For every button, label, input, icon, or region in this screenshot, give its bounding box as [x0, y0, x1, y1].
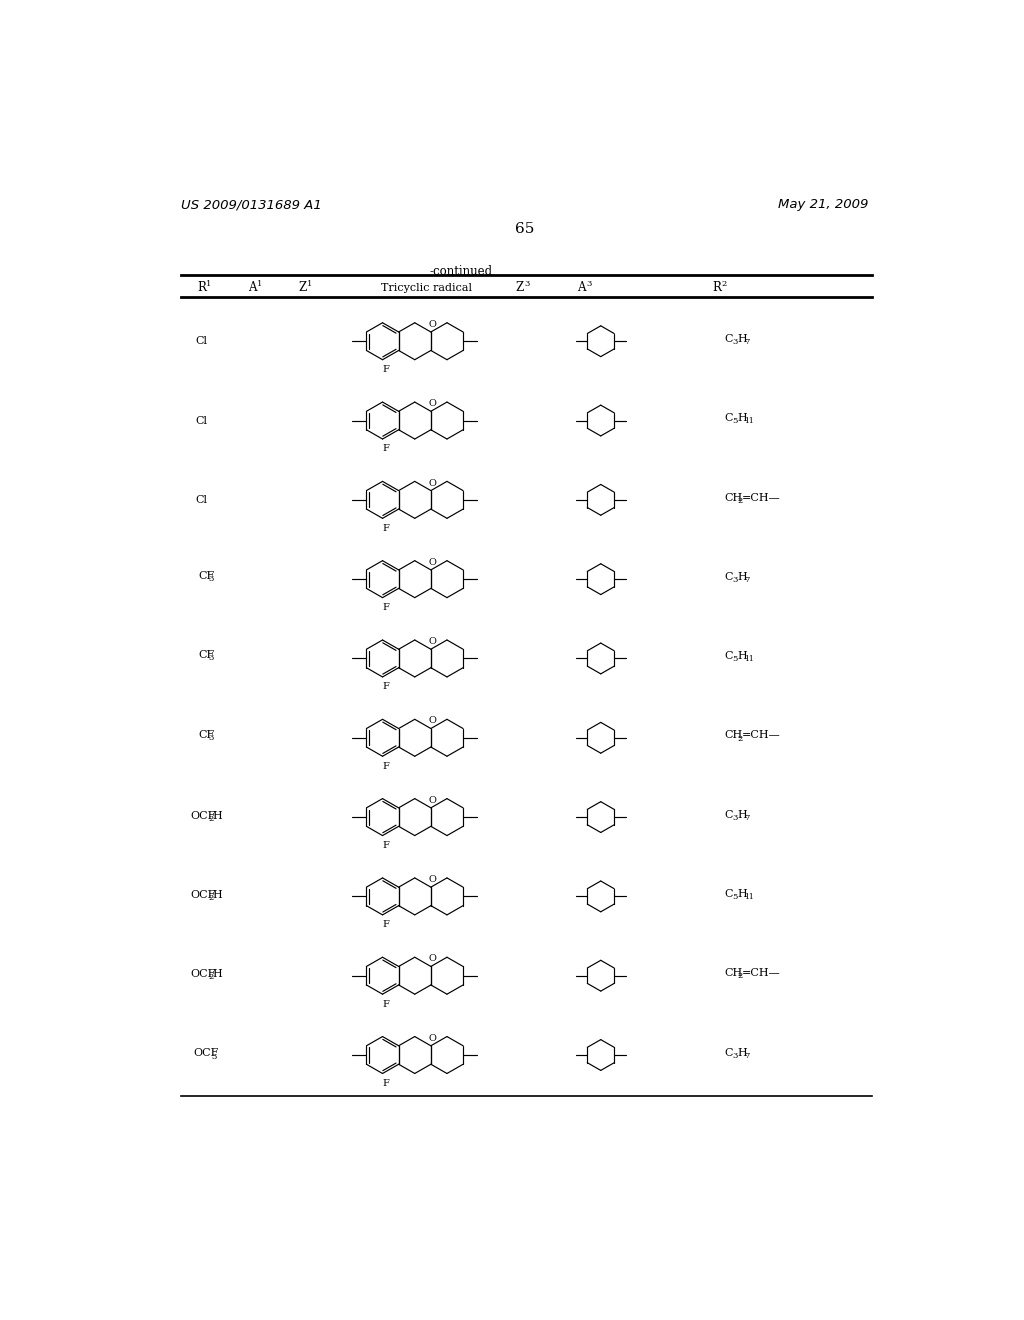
Text: 2: 2: [209, 973, 214, 981]
Text: 3: 3: [211, 1052, 216, 1060]
Text: OCF: OCF: [190, 810, 216, 821]
Text: O: O: [428, 319, 436, 329]
Text: 7: 7: [744, 814, 750, 822]
Text: 3: 3: [209, 734, 214, 742]
Text: R: R: [198, 281, 206, 294]
Text: 3: 3: [586, 280, 592, 288]
Text: OCF: OCF: [190, 890, 216, 900]
Text: CF: CF: [199, 651, 215, 660]
Text: F: F: [382, 524, 389, 533]
Text: H: H: [737, 413, 746, 424]
Text: 3: 3: [209, 576, 214, 583]
Text: 5: 5: [732, 894, 738, 902]
Text: O: O: [428, 399, 436, 408]
Text: F: F: [382, 603, 389, 612]
Text: O: O: [428, 1034, 436, 1043]
Text: A: A: [248, 281, 256, 294]
Text: 2: 2: [209, 894, 214, 902]
Text: C: C: [724, 809, 732, 820]
Text: A: A: [578, 281, 586, 294]
Text: 7: 7: [744, 338, 750, 346]
Text: F: F: [382, 762, 389, 771]
Text: 7: 7: [744, 576, 750, 583]
Text: F: F: [382, 1078, 389, 1088]
Text: H: H: [737, 1048, 746, 1057]
Text: Z: Z: [515, 281, 523, 294]
Text: F: F: [382, 366, 389, 374]
Text: 1: 1: [307, 280, 312, 288]
Text: 1: 1: [206, 280, 212, 288]
Text: H: H: [737, 890, 746, 899]
Text: H: H: [212, 810, 222, 821]
Text: =CH—: =CH—: [741, 492, 780, 503]
Text: O: O: [428, 875, 436, 884]
Text: H: H: [737, 809, 746, 820]
Text: 3: 3: [209, 655, 214, 663]
Text: 3: 3: [732, 576, 738, 583]
Text: 2: 2: [722, 280, 727, 288]
Text: H: H: [212, 890, 222, 900]
Text: O: O: [428, 479, 436, 487]
Text: O: O: [428, 954, 436, 964]
Text: -continued: -continued: [430, 264, 493, 277]
Text: 2: 2: [209, 814, 214, 822]
Text: C: C: [724, 413, 732, 424]
Text: May 21, 2009: May 21, 2009: [778, 198, 868, 211]
Text: C: C: [724, 334, 732, 345]
Text: 11: 11: [744, 417, 754, 425]
Text: 1: 1: [257, 280, 262, 288]
Text: R: R: [713, 281, 722, 294]
Text: 5: 5: [732, 655, 738, 663]
Text: CF: CF: [199, 730, 215, 739]
Text: C: C: [724, 572, 732, 582]
Text: C: C: [724, 890, 732, 899]
Text: F: F: [382, 682, 389, 692]
Text: CH: CH: [724, 492, 742, 503]
Text: 7: 7: [744, 1052, 750, 1060]
Text: 65: 65: [515, 222, 535, 235]
Text: 11: 11: [744, 655, 754, 663]
Text: 3: 3: [732, 338, 738, 346]
Text: 2: 2: [737, 734, 742, 743]
Text: 3: 3: [732, 814, 738, 822]
Text: US 2009/0131689 A1: US 2009/0131689 A1: [180, 198, 322, 211]
Text: CH: CH: [724, 969, 742, 978]
Text: O: O: [428, 796, 436, 805]
Text: F: F: [382, 445, 389, 453]
Text: C: C: [724, 1048, 732, 1057]
Text: CF: CF: [199, 572, 215, 581]
Text: H: H: [737, 572, 746, 582]
Text: 3: 3: [524, 280, 529, 288]
Text: O: O: [428, 558, 436, 566]
Text: Cl: Cl: [196, 416, 208, 425]
Text: =CH—: =CH—: [741, 730, 780, 741]
Text: Tricyclic radical: Tricyclic radical: [381, 282, 472, 293]
Text: =CH—: =CH—: [741, 969, 780, 978]
Text: O: O: [428, 717, 436, 726]
Text: C: C: [724, 651, 732, 661]
Text: 11: 11: [744, 894, 754, 902]
Text: OCF: OCF: [190, 969, 216, 979]
Text: Z: Z: [298, 281, 306, 294]
Text: O: O: [428, 638, 436, 647]
Text: OCF: OCF: [194, 1048, 219, 1059]
Text: F: F: [382, 841, 389, 850]
Text: 2: 2: [737, 973, 742, 981]
Text: Cl: Cl: [196, 495, 208, 504]
Text: H: H: [212, 969, 222, 979]
Text: Cl: Cl: [196, 337, 208, 346]
Text: F: F: [382, 920, 389, 929]
Text: F: F: [382, 999, 389, 1008]
Text: H: H: [737, 334, 746, 345]
Text: H: H: [737, 651, 746, 661]
Text: 3: 3: [732, 1052, 738, 1060]
Text: CH: CH: [724, 730, 742, 741]
Text: 2: 2: [737, 496, 742, 504]
Text: 5: 5: [732, 417, 738, 425]
